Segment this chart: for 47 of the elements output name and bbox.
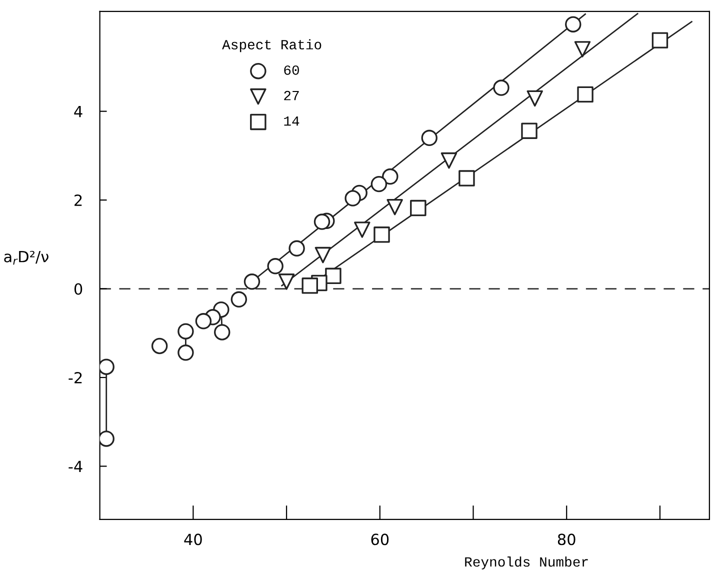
point (325, 268, 342, 284)
point (521, 122, 538, 139)
point (151, 338, 168, 354)
point (410, 200, 426, 216)
legend-label: 14 (284, 116, 300, 126)
point (344, 190, 361, 206)
point (230, 291, 248, 308)
point (370, 176, 388, 192)
point (458, 170, 475, 186)
y-tick-label: 4 (74, 106, 82, 118)
point (565, 16, 582, 32)
point (314, 214, 330, 230)
point (314, 246, 332, 264)
point (178, 323, 194, 340)
point (288, 240, 305, 257)
point (382, 168, 398, 185)
point (244, 274, 260, 290)
point (574, 41, 591, 58)
y-tick-label: 2 (74, 194, 82, 206)
point (354, 222, 370, 238)
x-tick-label: 80 (558, 534, 576, 546)
point (526, 90, 543, 107)
point (302, 278, 318, 294)
y-axis-title: a$_{r}$D²/ν (4, 250, 48, 265)
point (100, 358, 114, 375)
point (100, 430, 114, 447)
point (386, 199, 403, 216)
point (374, 226, 390, 243)
legend-label: 27 (284, 90, 299, 100)
point (652, 32, 668, 48)
point (267, 258, 284, 274)
point (278, 274, 295, 290)
point (178, 344, 194, 361)
point (421, 130, 438, 146)
y-tick-label: -4 (68, 460, 82, 472)
legend-label: 60 (284, 65, 299, 75)
x-tick-label: 60 (371, 534, 389, 546)
point (577, 86, 594, 103)
point (214, 324, 230, 340)
y-tick-label: 0 (74, 283, 82, 295)
x-axis-title: Reynolds Number (465, 556, 588, 570)
point (493, 80, 510, 96)
y-tick-label: -2 (68, 372, 82, 384)
x-tick-label: 40 (184, 534, 202, 546)
point (195, 313, 212, 330)
point (440, 152, 458, 169)
legend-title: Aspect Ratio (222, 39, 322, 52)
